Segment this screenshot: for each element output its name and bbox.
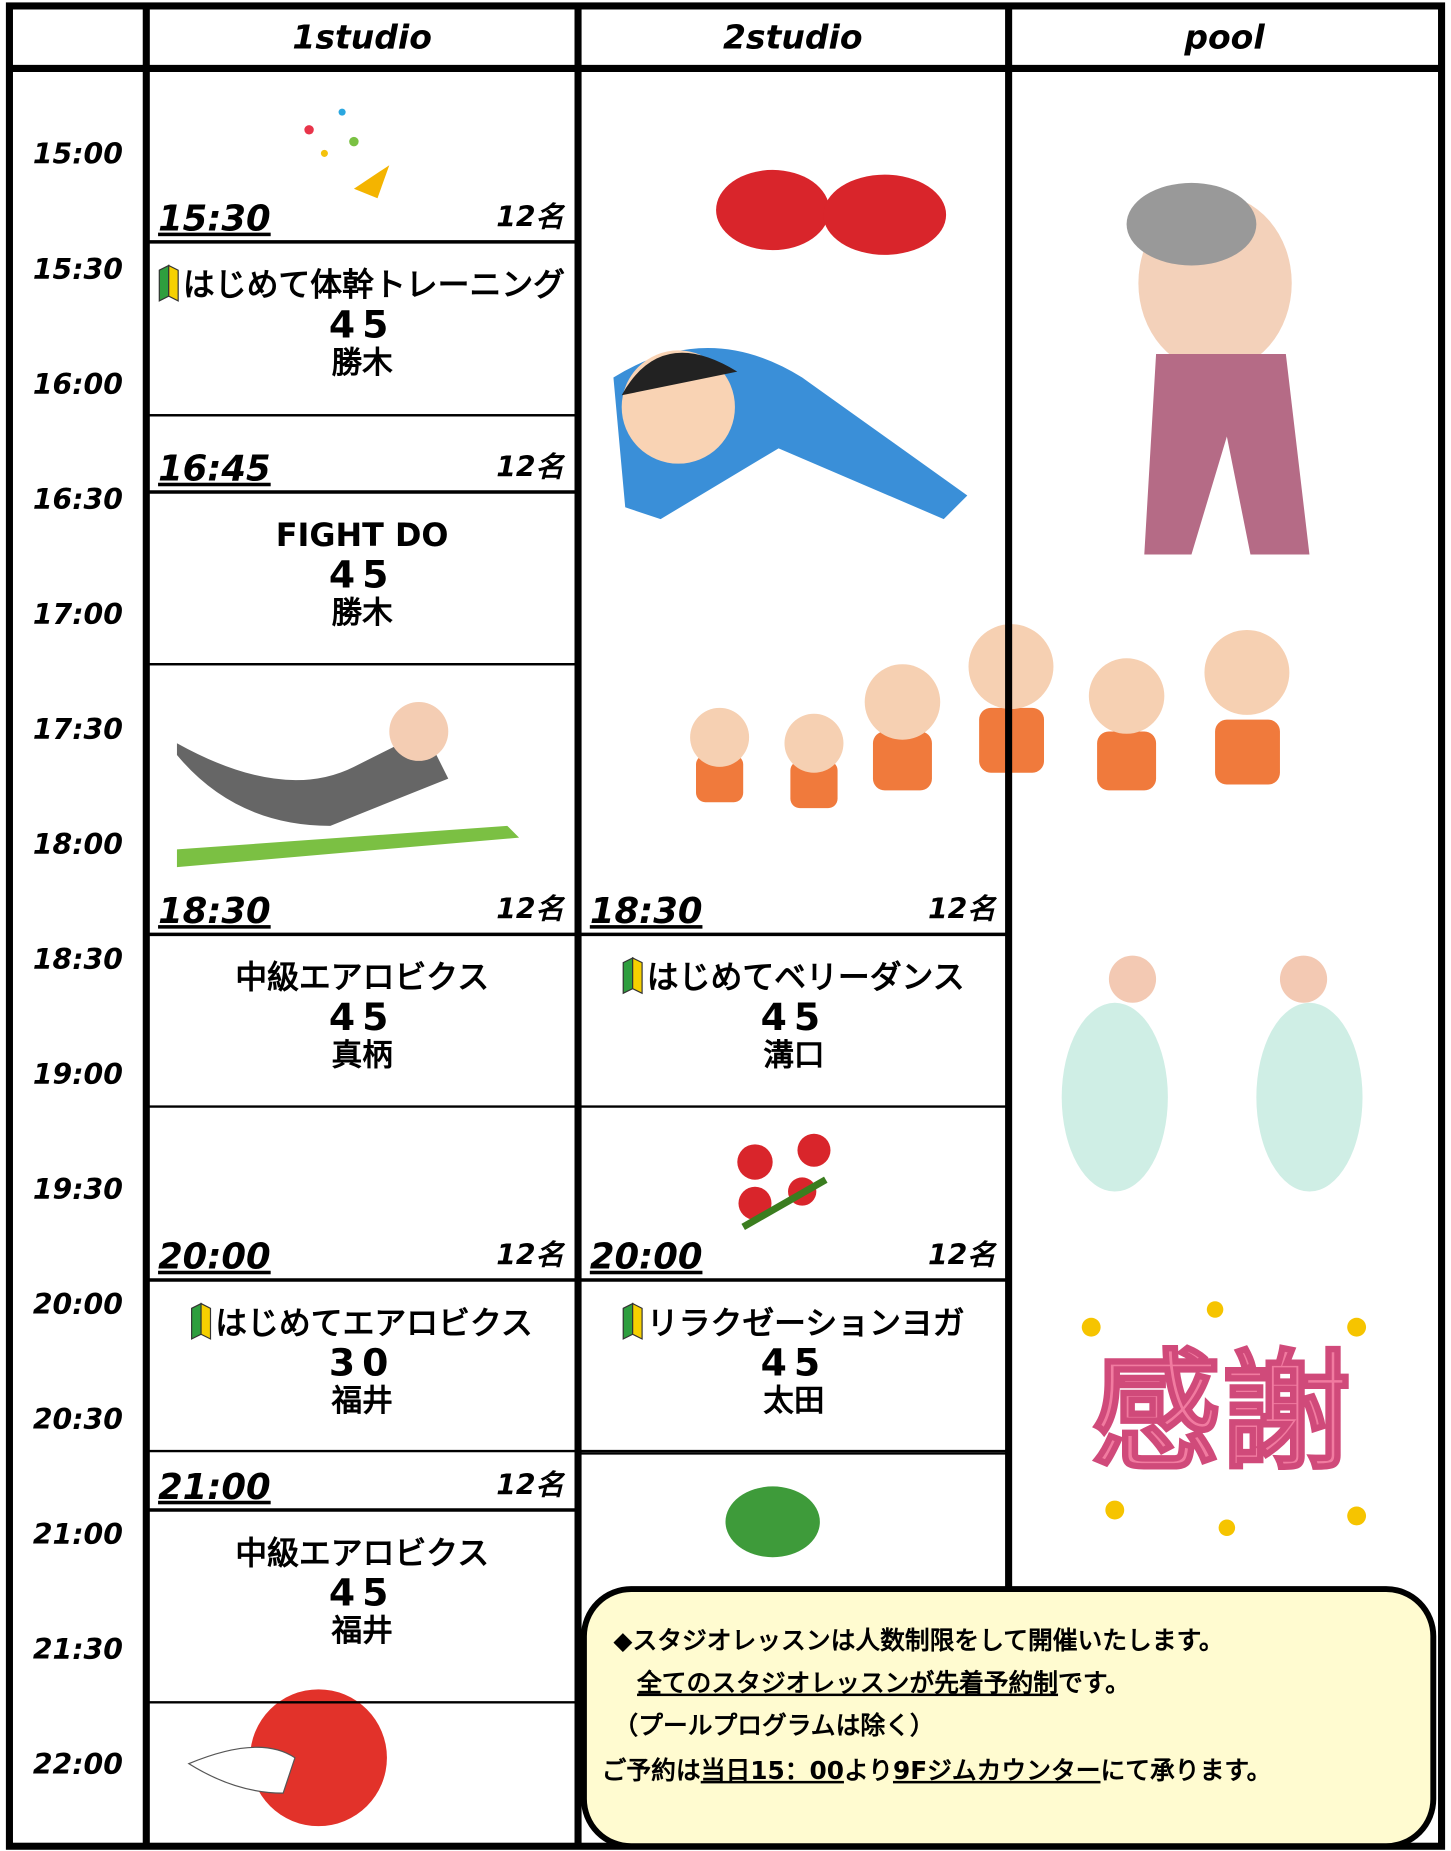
lesson-capacity: 12名 xyxy=(496,1468,565,1501)
time-label: 19:30 xyxy=(33,1173,123,1206)
notice-box xyxy=(580,1586,1437,1850)
lesson-start: 18:30 xyxy=(590,891,703,932)
time-label: 16:30 xyxy=(33,483,123,516)
notice-line: ◆スタジオレッスンは人数制限をして開催いたします。 xyxy=(613,1626,1223,1655)
lesson-instructor: 真柄 xyxy=(331,1039,392,1074)
lesson-instructor: 勝木 xyxy=(331,346,393,381)
lesson-capacity: 12名 xyxy=(496,1238,565,1271)
notice-line: ご予約は当日15：00より9Fジムカウンターにて承ります。 xyxy=(602,1756,1272,1785)
column-header: pool xyxy=(1183,17,1265,56)
beginner-mark xyxy=(191,1302,202,1340)
notice-segment: （プールプログラムは除く） xyxy=(613,1711,934,1740)
lesson-instructor: 福井 xyxy=(330,1384,392,1419)
lesson-title: はじめてベリーダンス xyxy=(647,958,965,996)
lesson-capacity: 12名 xyxy=(496,450,565,483)
beginner-mark xyxy=(158,264,170,302)
lesson-title: リラクゼーションヨガ xyxy=(647,1304,965,1342)
lesson-start: 20:00 xyxy=(590,1237,703,1278)
time-label: 16:00 xyxy=(33,368,123,401)
beginner-mark xyxy=(200,1302,212,1340)
time-label: 18:30 xyxy=(33,943,123,976)
time-label: 18:00 xyxy=(33,828,123,861)
lesson-title: FIGHT DO xyxy=(276,516,449,554)
time-label: 21:00 xyxy=(33,1518,123,1551)
time-label: 17:00 xyxy=(33,598,123,631)
column-header: 2studio xyxy=(723,17,863,56)
notice-segment: です。 xyxy=(1058,1669,1130,1698)
kansha-art: 感謝 xyxy=(1091,1337,1351,1488)
lesson-start: 21:00 xyxy=(158,1467,271,1508)
lesson-instructor: 福井 xyxy=(330,1614,392,1649)
lesson-start: 16:45 xyxy=(158,449,271,490)
beginner-mark xyxy=(632,956,643,995)
lesson-start: 15:30 xyxy=(158,199,271,240)
notice-segment: 9Fジムカウンター xyxy=(893,1756,1101,1785)
notice-segment: ◆スタジオレッスンは人数制限をして開催いたします。 xyxy=(613,1626,1223,1655)
lesson-duration: 30 xyxy=(329,1340,396,1384)
lesson-capacity: 12名 xyxy=(496,200,565,233)
beginner-mark xyxy=(168,264,179,302)
notice-segment: 当日15：00 xyxy=(701,1756,844,1785)
notice-segment: より xyxy=(844,1756,893,1785)
column-header: 1studio xyxy=(292,17,432,56)
lesson-start: 18:30 xyxy=(158,891,271,932)
time-label: 17:30 xyxy=(33,713,123,746)
time-label: 19:00 xyxy=(33,1058,123,1091)
lesson-instructor: 勝木 xyxy=(331,596,393,631)
time-label: 20:00 xyxy=(33,1288,123,1321)
lesson-duration: 45 xyxy=(329,302,396,346)
lesson-duration: 45 xyxy=(329,1570,396,1614)
notice-segment: 全てのスタジオレッスンが先着予約制 xyxy=(636,1669,1058,1698)
lesson-title: 中級エアロビクス xyxy=(235,958,489,996)
time-label: 15:30 xyxy=(33,253,123,286)
lesson-duration: 45 xyxy=(329,995,396,1039)
time-label: 20:30 xyxy=(33,1403,123,1436)
lesson-capacity: 12名 xyxy=(928,1238,997,1271)
notice-segment: ご予約は xyxy=(602,1756,701,1785)
lesson-duration: 45 xyxy=(329,552,396,596)
lesson-title: はじめて体幹トレーニング xyxy=(183,266,565,304)
lesson-capacity: 12名 xyxy=(928,893,997,926)
notice-line: 全てのスタジオレッスンが先着予約制です。 xyxy=(636,1669,1130,1698)
notice-line: （プールプログラムは除く） xyxy=(613,1711,934,1740)
lesson-instructor: 溝口 xyxy=(763,1039,824,1074)
notice-segment: にて承ります。 xyxy=(1101,1756,1272,1785)
illustrations: 感謝 xyxy=(176,108,1367,1827)
lesson-duration: 45 xyxy=(761,995,828,1039)
time-label: 22:00 xyxy=(33,1748,123,1781)
lesson-title: はじめてエアロビクス xyxy=(215,1304,532,1342)
beginner-mark xyxy=(622,956,634,995)
lesson-start: 20:00 xyxy=(158,1237,271,1278)
time-label: 15:00 xyxy=(33,138,123,171)
lesson-capacity: 12名 xyxy=(496,893,565,926)
lesson-duration: 45 xyxy=(761,1340,828,1384)
beginner-mark xyxy=(632,1302,643,1340)
beginner-mark xyxy=(622,1302,634,1340)
time-label: 21:30 xyxy=(33,1633,123,1666)
lesson-title: 中級エアロビクス xyxy=(235,1534,489,1572)
lesson-instructor: 太田 xyxy=(763,1384,824,1419)
